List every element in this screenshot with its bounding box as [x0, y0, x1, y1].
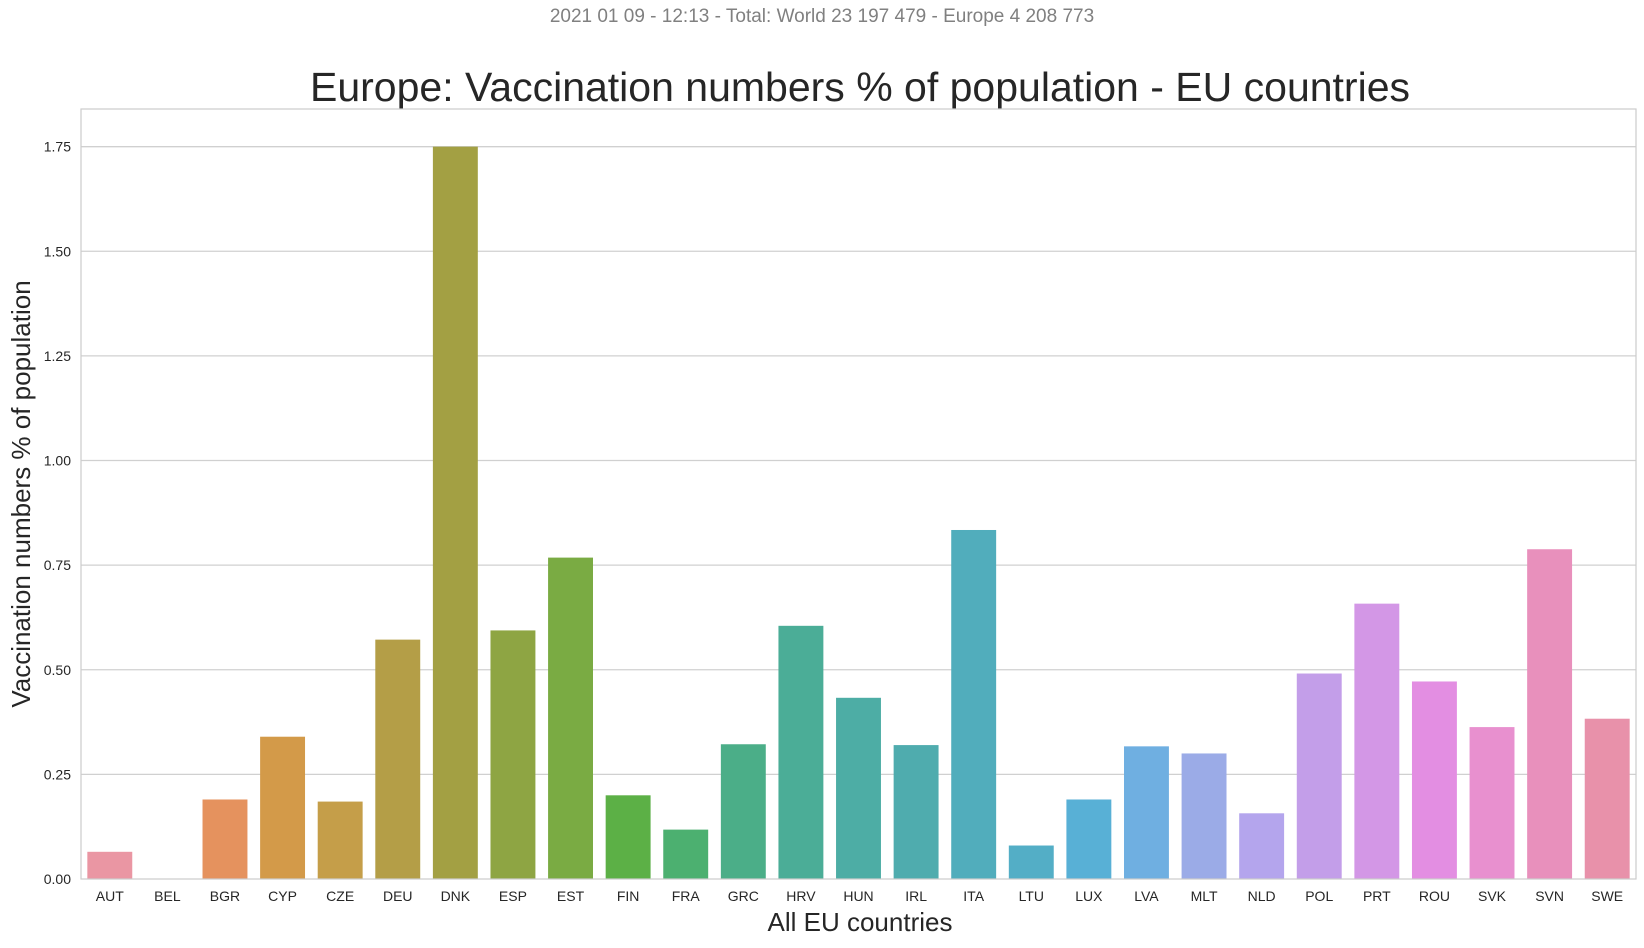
- x-tick-label: BEL: [154, 888, 181, 904]
- bar-pol: [1296, 673, 1342, 879]
- x-tick-label: DEU: [383, 888, 413, 904]
- bar-irl: [893, 745, 939, 879]
- x-tick-label: ESP: [499, 888, 527, 904]
- bar-bgr: [202, 799, 248, 879]
- x-tick-label: NLD: [1248, 888, 1276, 904]
- bar-lva: [1124, 746, 1169, 879]
- bar-fin: [605, 795, 651, 879]
- grid-lines: [81, 146, 1636, 776]
- bar-nld: [1239, 813, 1285, 879]
- x-tick-label: LUX: [1075, 888, 1103, 904]
- bar-lux: [1066, 799, 1112, 879]
- x-tick-label: SVN: [1535, 888, 1564, 904]
- x-tick-label: ITA: [963, 888, 984, 904]
- x-tick-labels: AUT BEL BGR CYP CZE DEU DNK ESP EST FIN FRA GRC HRV H…: [96, 888, 1623, 904]
- bar-hun: [836, 697, 881, 879]
- y-tick-label: 1.25: [44, 348, 71, 364]
- figure-suptitle: 2021 01 09 - 12:13 - Total: World 23 197…: [549, 6, 1095, 27]
- bar-swe: [1584, 718, 1630, 879]
- x-tick-label: HRV: [786, 888, 816, 904]
- bar-prt: [1354, 603, 1400, 879]
- bar-hrv: [778, 625, 824, 879]
- x-tick-label: CZE: [326, 888, 354, 904]
- y-tick-label: 1.00: [44, 453, 71, 469]
- plot-frame: [80, 108, 1637, 880]
- x-tick-label: SVK: [1478, 888, 1507, 904]
- y-tick-labels: 0.00 0.25 0.50 0.75 1.00 1.25 1.50 1.75: [44, 139, 71, 887]
- bar-esp: [490, 630, 536, 879]
- y-tick-label: 0.50: [44, 662, 71, 678]
- x-tick-label: CYP: [268, 888, 297, 904]
- x-tick-label: SWE: [1591, 888, 1623, 904]
- bar-grc: [720, 744, 766, 879]
- x-tick-label: DNK: [441, 888, 471, 904]
- bar-ita: [951, 529, 997, 879]
- bar-mlt: [1181, 753, 1227, 879]
- y-tick-label: 1.50: [44, 243, 71, 259]
- x-tick-label: IRL: [905, 888, 927, 904]
- x-tick-label: ROU: [1419, 888, 1450, 904]
- x-tick-label: GRC: [728, 888, 759, 904]
- x-tick-label: AUT: [96, 888, 124, 904]
- bar-rou: [1411, 681, 1457, 879]
- x-tick-label: FRA: [672, 888, 701, 904]
- y-axis-label: Vaccination numbers % of population: [6, 280, 36, 707]
- x-tick-label: PRT: [1363, 888, 1391, 904]
- bar-cze: [317, 801, 363, 879]
- chart-title: Europe: Vaccination numbers % of populat…: [310, 64, 1410, 110]
- bar-aut: [87, 851, 133, 879]
- bar-fra: [663, 829, 709, 879]
- bar-cyp: [260, 736, 306, 879]
- y-tick-label: 0.75: [44, 557, 71, 573]
- bar-est: [548, 557, 593, 879]
- x-tick-label: POL: [1305, 888, 1333, 904]
- bars: [87, 146, 1630, 880]
- x-tick-label: LVA: [1134, 888, 1159, 904]
- y-tick-label: 0.25: [44, 766, 71, 782]
- bar-svk: [1469, 727, 1515, 879]
- x-tick-label: BGR: [210, 888, 240, 904]
- y-tick-label: 1.75: [44, 139, 71, 155]
- x-tick-label: MLT: [1191, 888, 1218, 904]
- x-tick-label: LTU: [1019, 888, 1044, 904]
- x-tick-label: FIN: [617, 888, 640, 904]
- bar-deu: [375, 639, 421, 879]
- bar-svn: [1527, 549, 1573, 879]
- x-tick-label: EST: [557, 888, 585, 904]
- y-tick-label: 0.00: [44, 871, 71, 887]
- x-axis-label: All EU countries: [768, 907, 953, 937]
- x-tick-label: HUN: [843, 888, 873, 904]
- bar-dnk: [432, 146, 478, 880]
- bar-ltu: [1008, 845, 1054, 879]
